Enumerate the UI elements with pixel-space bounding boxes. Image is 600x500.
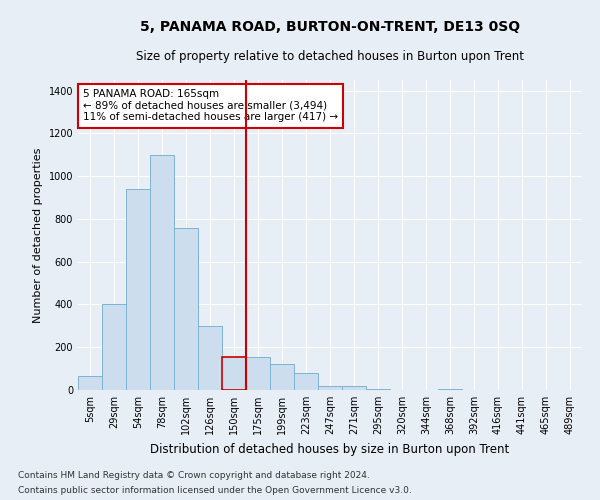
Text: Size of property relative to detached houses in Burton upon Trent: Size of property relative to detached ho… (136, 50, 524, 63)
Bar (294, 373, 318, 390)
Bar (102, 304, 126, 390)
Bar (246, 357, 270, 390)
Bar (342, 386, 366, 390)
Bar (150, 155, 174, 390)
Bar (126, 189, 150, 390)
Text: Contains public sector information licensed under the Open Government Licence v3: Contains public sector information licen… (18, 486, 412, 495)
Y-axis label: Number of detached properties: Number of detached properties (33, 148, 43, 322)
X-axis label: Distribution of detached houses by size in Burton upon Trent: Distribution of detached houses by size … (151, 442, 509, 456)
Bar (318, 386, 342, 390)
Bar (198, 326, 222, 390)
Bar (174, 228, 198, 390)
Bar (222, 357, 246, 390)
Bar (366, 389, 390, 390)
Bar (438, 389, 462, 390)
Bar (78, 376, 102, 390)
Bar (270, 364, 294, 390)
Text: 5 PANAMA ROAD: 165sqm
← 89% of detached houses are smaller (3,494)
11% of semi-d: 5 PANAMA ROAD: 165sqm ← 89% of detached … (83, 90, 338, 122)
Text: Contains HM Land Registry data © Crown copyright and database right 2024.: Contains HM Land Registry data © Crown c… (18, 471, 370, 480)
Text: 5, PANAMA ROAD, BURTON-ON-TRENT, DE13 0SQ: 5, PANAMA ROAD, BURTON-ON-TRENT, DE13 0S… (140, 20, 520, 34)
